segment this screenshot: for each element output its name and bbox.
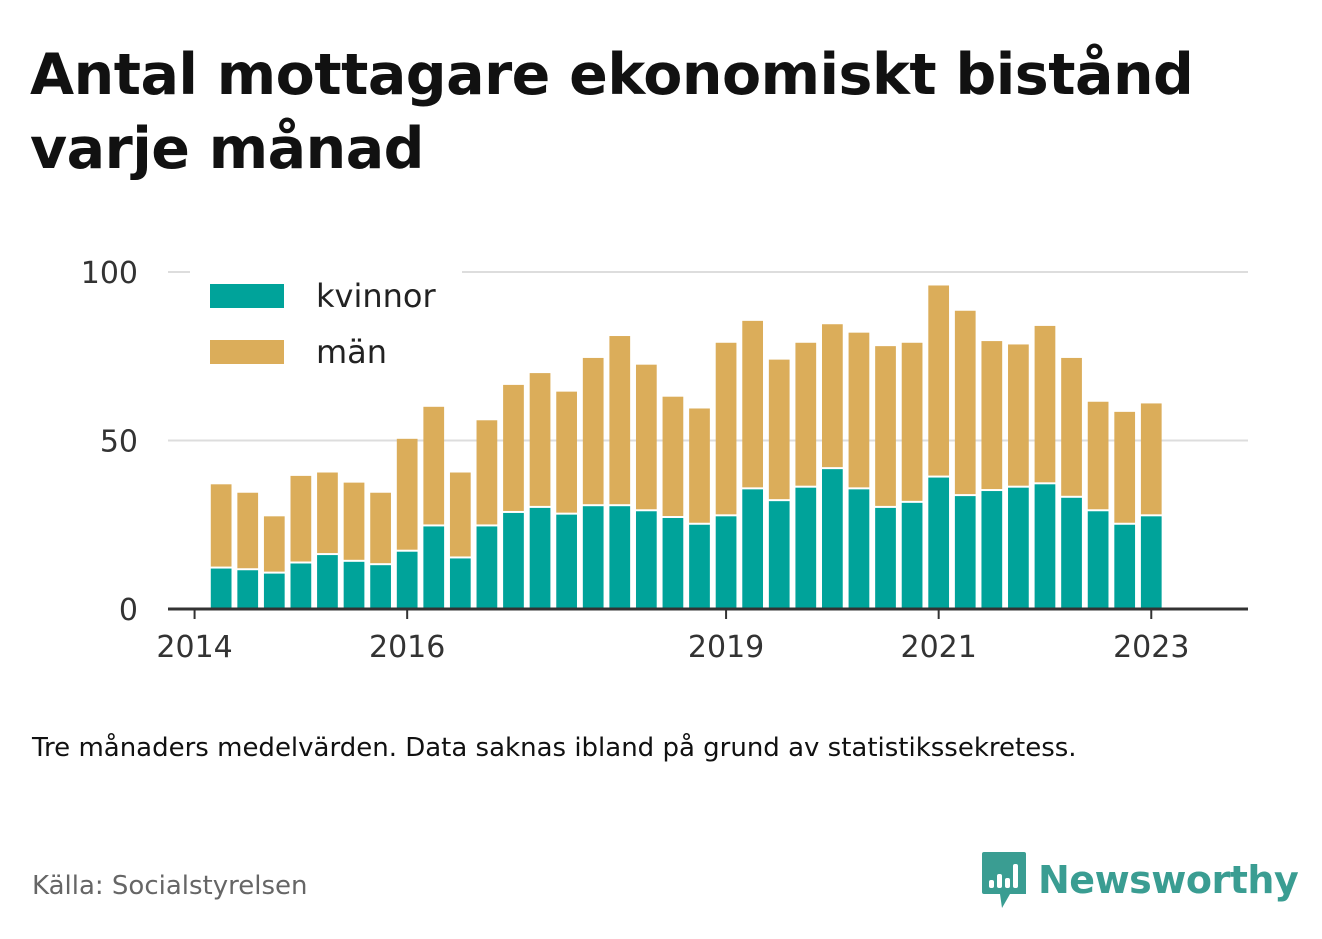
bar-man-33 xyxy=(1087,401,1109,510)
bar-kvinnor-0 xyxy=(210,568,232,609)
legend-swatch-man xyxy=(210,340,284,364)
legend: kvinnor män xyxy=(190,268,462,380)
x-tick-label-2023: 2023 xyxy=(1113,630,1189,665)
bar-man-22 xyxy=(795,342,817,486)
bar-kvinnor-34 xyxy=(1114,524,1136,609)
bar-man-15 xyxy=(609,336,631,505)
bar-man-3 xyxy=(290,475,312,562)
bar-man-17 xyxy=(662,396,684,517)
bar-man-5 xyxy=(343,482,365,560)
bars xyxy=(210,285,1162,609)
x-axis: 2014 2016 2019 2021 2023 xyxy=(156,607,1248,665)
bar-kvinnor-20 xyxy=(742,489,764,609)
bar-kvinnor-8 xyxy=(423,526,445,609)
bar-man-26 xyxy=(901,342,923,501)
bar-man-1 xyxy=(237,492,259,569)
bar-man-20 xyxy=(742,320,764,488)
bar-kvinnor-32 xyxy=(1061,497,1082,609)
bar-kvinnor-3 xyxy=(290,563,312,609)
bar-man-19 xyxy=(715,342,737,515)
source-credit: Källa: Socialstyrelsen xyxy=(32,871,308,901)
bar-kvinnor-9 xyxy=(449,558,471,609)
newsworthy-logo-icon xyxy=(982,852,1026,908)
bar-man-8 xyxy=(423,406,445,525)
bar-man-31 xyxy=(1034,325,1056,483)
bar-man-32 xyxy=(1061,357,1082,496)
bar-kvinnor-13 xyxy=(556,514,577,609)
bar-kvinnor-25 xyxy=(875,507,896,609)
bar-man-10 xyxy=(476,420,498,525)
bar-man-13 xyxy=(556,391,577,513)
bar-man-18 xyxy=(689,408,710,523)
bar-man-23 xyxy=(822,324,843,468)
bar-kvinnor-11 xyxy=(503,512,524,609)
bar-kvinnor-16 xyxy=(635,511,657,609)
bar-kvinnor-26 xyxy=(901,502,923,609)
chart-title: Antal mottagare ekonomiskt bistånd varje… xyxy=(30,42,1194,182)
bar-kvinnor-2 xyxy=(263,573,285,609)
bar-man-11 xyxy=(503,384,524,511)
bar-man-7 xyxy=(396,438,418,550)
bar-kvinnor-17 xyxy=(662,518,684,609)
bar-man-34 xyxy=(1114,411,1136,523)
bar-kvinnor-27 xyxy=(928,477,950,609)
bar-kvinnor-5 xyxy=(343,561,365,609)
x-tick-label-2019: 2019 xyxy=(688,630,764,665)
bar-kvinnor-33 xyxy=(1087,511,1109,609)
bar-man-35 xyxy=(1140,403,1162,515)
bar-kvinnor-24 xyxy=(848,489,870,609)
bar-man-30 xyxy=(1008,344,1029,486)
legend-swatch-kvinnor xyxy=(210,284,284,308)
newsworthy-brand: Newsworthy xyxy=(980,848,1299,912)
bar-man-28 xyxy=(954,310,976,495)
y-axis-ticks: 0 50 100 xyxy=(81,256,138,628)
legend-label-man: män xyxy=(316,333,387,371)
bar-man-9 xyxy=(449,472,471,557)
bar-kvinnor-4 xyxy=(317,555,338,609)
y-tick-label-50: 50 xyxy=(100,425,138,460)
x-tick-label-2014: 2014 xyxy=(156,630,232,665)
bar-man-27 xyxy=(928,285,950,476)
bar-man-4 xyxy=(317,472,338,554)
bar-kvinnor-7 xyxy=(396,551,418,609)
bar-man-24 xyxy=(848,332,870,488)
x-tick-label-2016: 2016 xyxy=(369,630,445,665)
bar-man-14 xyxy=(582,357,604,505)
bar-kvinnor-19 xyxy=(715,516,737,609)
bar-kvinnor-23 xyxy=(822,469,843,609)
bar-man-0 xyxy=(210,484,232,567)
bar-man-2 xyxy=(263,516,285,572)
bar-kvinnor-6 xyxy=(370,565,391,609)
bar-man-25 xyxy=(875,346,896,506)
bar-kvinnor-21 xyxy=(768,501,790,609)
bar-kvinnor-22 xyxy=(795,487,817,609)
bar-kvinnor-35 xyxy=(1140,516,1162,609)
bar-man-21 xyxy=(768,359,790,500)
bar-man-16 xyxy=(635,364,657,510)
bar-kvinnor-10 xyxy=(476,526,498,609)
bar-kvinnor-29 xyxy=(981,491,1003,609)
legend-label-kvinnor: kvinnor xyxy=(316,277,437,315)
bar-kvinnor-18 xyxy=(689,524,710,609)
bar-kvinnor-14 xyxy=(582,506,604,609)
bar-kvinnor-28 xyxy=(954,496,976,609)
bar-man-29 xyxy=(981,341,1003,490)
bar-man-12 xyxy=(529,373,551,506)
bar-kvinnor-12 xyxy=(529,507,551,609)
bar-kvinnor-31 xyxy=(1034,484,1056,609)
bar-man-6 xyxy=(370,492,391,564)
bar-kvinnor-15 xyxy=(609,506,631,609)
y-tick-label-0: 0 xyxy=(119,593,138,628)
chart-note: Tre månaders medelvärden. Data saknas ib… xyxy=(32,733,1077,763)
stacked-bar-chart: 0 50 100 2014 2016 2019 2021 2023 kvinnor män xyxy=(81,256,1248,665)
bar-kvinnor-1 xyxy=(237,570,259,609)
y-tick-label-100: 100 xyxy=(81,256,138,291)
bar-kvinnor-30 xyxy=(1008,487,1029,609)
x-tick-label-2021: 2021 xyxy=(900,630,976,665)
brand-name: Newsworthy xyxy=(1038,858,1299,902)
